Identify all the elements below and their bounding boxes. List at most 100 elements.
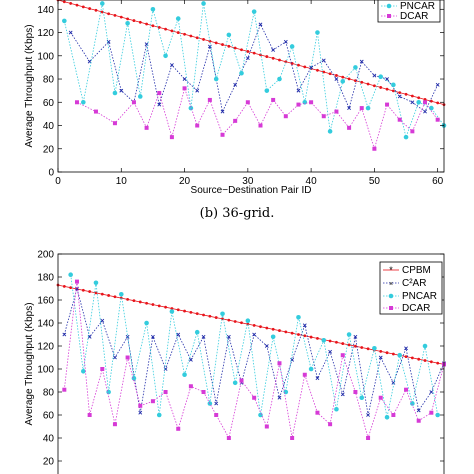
point-cpbm — [62, 284, 66, 288]
top-chart-caption: (b) 36-grid. — [200, 206, 275, 221]
point-cpbm — [145, 22, 148, 26]
legend-c2ar-marker: × — [389, 281, 393, 288]
point-cpbm — [265, 326, 269, 330]
point-c2ar — [296, 88, 301, 93]
point-dcar — [423, 100, 428, 105]
point-cpbm — [227, 318, 231, 322]
point-cpbm — [335, 340, 338, 344]
point-car — [328, 349, 333, 354]
point-pncar — [99, 1, 105, 6]
point-pncar — [220, 311, 225, 317]
point-c2ar — [334, 77, 339, 81]
point-cpbm — [170, 29, 174, 33]
point-dcar — [157, 90, 162, 95]
point-pncar — [163, 53, 168, 59]
point-dcar — [112, 422, 117, 427]
point-cpbm — [202, 38, 205, 41]
point-car — [429, 390, 434, 394]
point-c2ar — [195, 88, 200, 93]
point-dcar — [201, 390, 206, 394]
legend-pncar-marker — [386, 3, 392, 9]
point-pncar — [334, 406, 339, 412]
point-dcar — [397, 117, 402, 122]
point-c2ar — [106, 39, 111, 44]
point-c2ar — [207, 44, 212, 49]
point-cpbm — [100, 292, 104, 296]
point-dcar — [372, 146, 377, 151]
point-pncar — [384, 415, 390, 420]
point-cpbm — [69, 286, 73, 290]
x-tick-label: 0 — [55, 176, 61, 187]
point-pncar — [182, 372, 187, 378]
point-cpbm — [436, 361, 440, 365]
point-cpbm — [138, 300, 142, 304]
point-dcar — [100, 367, 105, 371]
point-c2ar — [359, 59, 364, 64]
point-pncar — [353, 65, 358, 70]
top-chart-y-axis-label: Average Throughput (Kbps) — [24, 24, 35, 147]
point-cpbm — [391, 89, 395, 93]
point-cpbm — [297, 333, 300, 336]
y-tick-label: 20 — [43, 144, 55, 155]
legend-cpbm-marker: * — [389, 265, 393, 275]
point-cpbm — [328, 339, 332, 343]
point-dcar — [239, 378, 244, 383]
point-dcar — [353, 390, 358, 394]
point-cpbm — [176, 31, 180, 34]
point-car — [188, 357, 193, 362]
point-cpbm — [94, 8, 98, 12]
point-cpbm — [410, 94, 414, 98]
point-dcar — [131, 100, 136, 105]
point-dcar — [296, 102, 301, 107]
y-tick-label: 120 — [37, 28, 54, 39]
point-dcar — [435, 117, 440, 122]
point-dcar — [328, 422, 333, 427]
point-pncar — [365, 105, 371, 111]
point-dcar — [74, 279, 79, 284]
point-cpbm — [240, 321, 243, 325]
point-dcar — [391, 413, 396, 417]
point-pncar — [346, 332, 352, 337]
point-dcar — [334, 109, 339, 114]
point-dcar — [277, 361, 282, 366]
y-tick-label: 20 — [43, 457, 55, 468]
point-cpbm — [119, 15, 123, 19]
point-dcar — [366, 436, 371, 440]
point-dcar — [150, 399, 155, 404]
point-c2ar — [423, 109, 427, 114]
point-cpbm — [284, 330, 288, 334]
top-chart-legend: PNCAR DCAR — [377, 0, 441, 23]
point-cpbm — [151, 303, 155, 306]
point-cpbm — [429, 360, 433, 364]
point-c2ar — [119, 88, 124, 93]
point-cpbm — [309, 335, 313, 339]
point-cpbm — [316, 68, 319, 72]
point-pncar — [296, 314, 301, 320]
point-cpbm — [157, 304, 161, 308]
point-cpbm — [233, 46, 237, 50]
point-pncar — [68, 272, 73, 278]
point-cpbm — [132, 19, 136, 22]
bottom-chart: 20 40 60 80 100 120 140 160 180 200 * CPBM × C²AR… — [24, 250, 446, 474]
point-car — [366, 413, 370, 417]
series-line-dcar — [76, 86, 439, 151]
point-dcar — [410, 129, 415, 134]
point-pncar — [239, 70, 244, 76]
x-tick-label: 10 — [116, 176, 128, 187]
top-chart-axes: 0 20 40 60 80 100 120 140 0 10 20 30 40 50 60 — [37, 0, 444, 187]
point-cpbm — [214, 41, 218, 45]
point-cpbm — [189, 34, 193, 38]
point-cpbm — [417, 96, 421, 100]
point-cpbm — [81, 288, 85, 292]
y-tick-label: 180 — [37, 273, 54, 284]
point-cpbm — [189, 310, 193, 314]
series-line-pncar — [63, 3, 445, 139]
point-c2ar — [169, 63, 174, 67]
point-cpbm — [75, 3, 79, 7]
point-cpbm — [259, 325, 262, 329]
point-dcar — [271, 97, 276, 102]
point-dcar — [188, 384, 193, 389]
point-cpbm — [429, 99, 433, 103]
point-pncar — [137, 94, 143, 99]
point-dcar — [138, 403, 143, 408]
